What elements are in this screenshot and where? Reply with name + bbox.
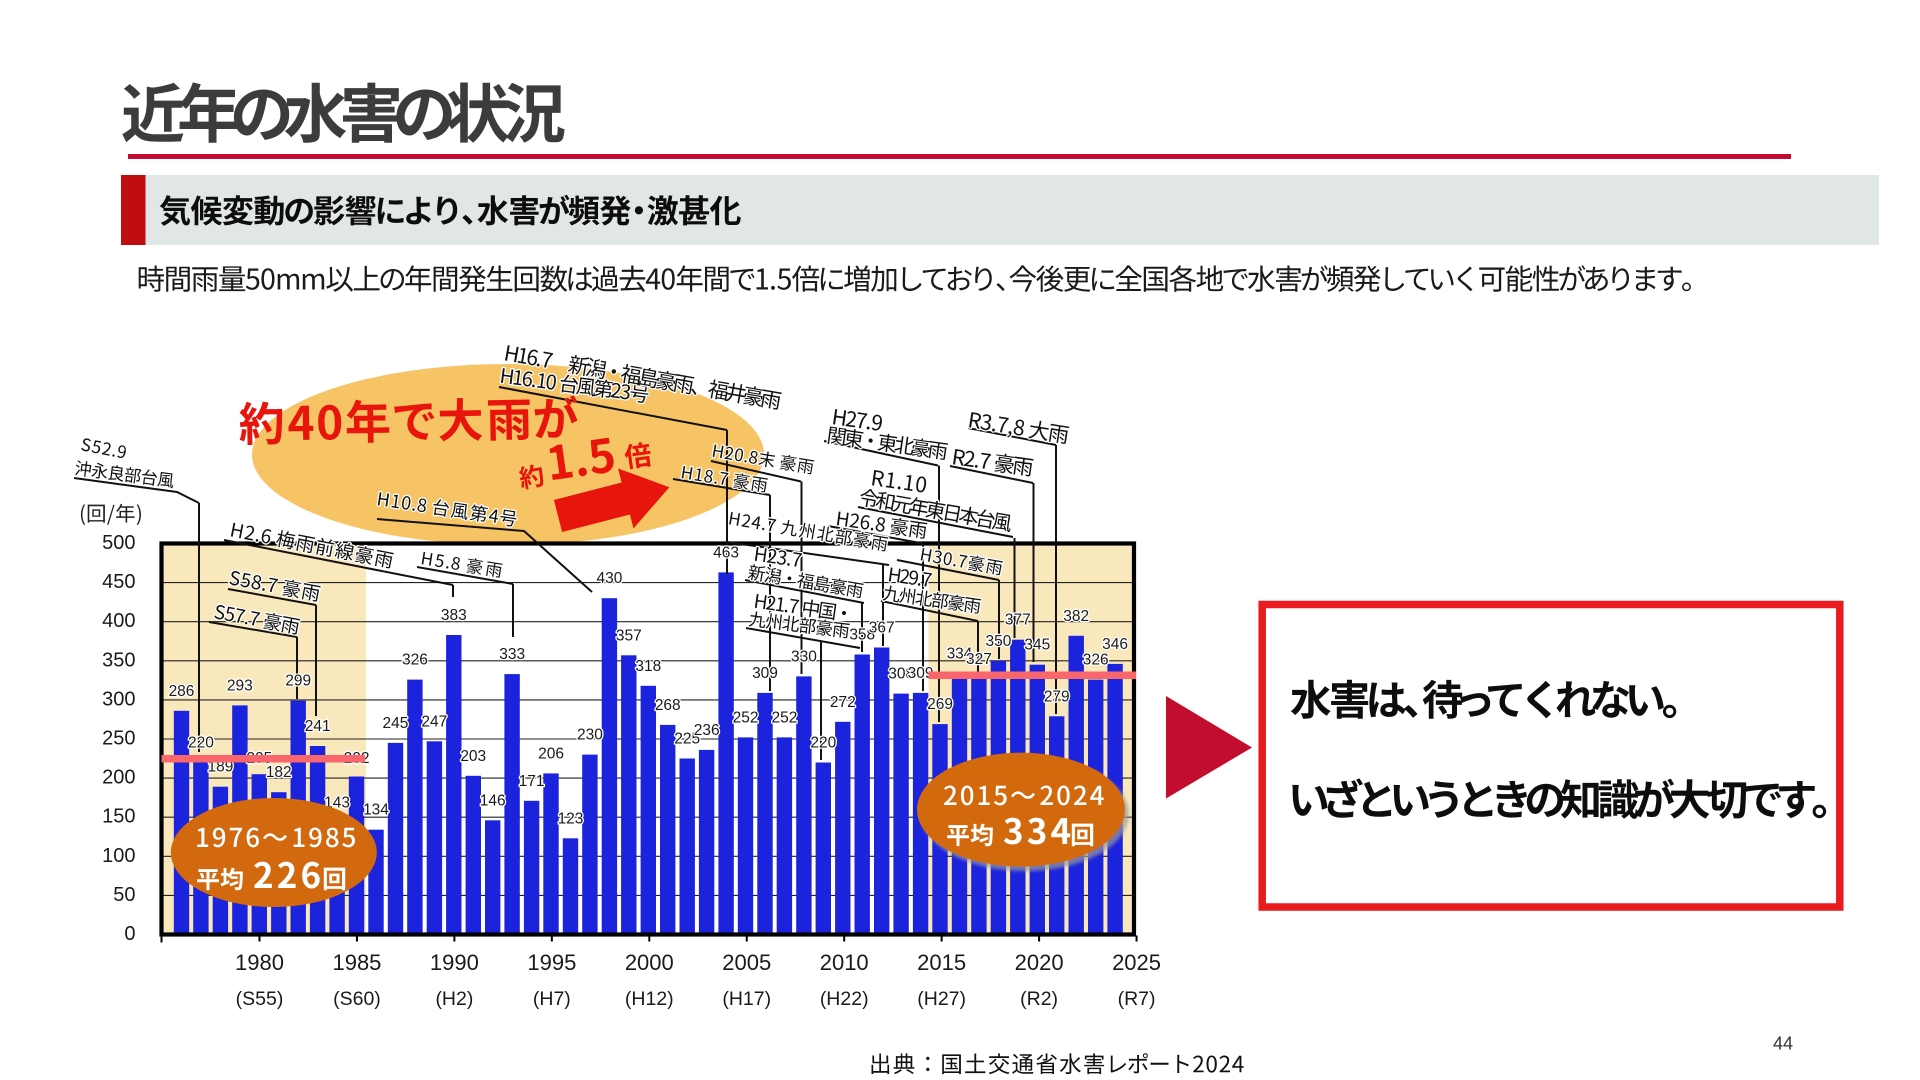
- svg-text:269: 269: [927, 696, 953, 713]
- svg-text:326: 326: [1083, 652, 1109, 669]
- svg-text:2020: 2020: [1015, 950, 1064, 975]
- svg-text:327: 327: [966, 651, 992, 668]
- svg-text:333: 333: [499, 646, 525, 663]
- svg-text:44: 44: [1773, 1034, 1793, 1054]
- svg-text:450: 450: [102, 571, 135, 593]
- svg-text:245: 245: [383, 715, 409, 732]
- svg-text:50: 50: [113, 884, 135, 906]
- svg-text:383: 383: [441, 607, 467, 624]
- svg-text:134: 134: [363, 802, 389, 819]
- svg-text:350: 350: [985, 633, 1011, 650]
- svg-text:(R2): (R2): [1020, 988, 1058, 1010]
- svg-text:377: 377: [1005, 612, 1031, 629]
- svg-text:279: 279: [1044, 688, 1070, 705]
- svg-text:0: 0: [124, 923, 135, 945]
- svg-text:357: 357: [616, 627, 642, 644]
- svg-text:334: 334: [947, 645, 973, 662]
- svg-text:308: 308: [888, 666, 914, 683]
- svg-text:100: 100: [102, 845, 135, 867]
- svg-text:(S60): (S60): [333, 988, 381, 1010]
- svg-text:330: 330: [791, 648, 817, 665]
- svg-text:2025: 2025: [1112, 950, 1161, 975]
- svg-text:252: 252: [772, 709, 798, 726]
- svg-text:171: 171: [519, 773, 545, 790]
- svg-text:367: 367: [869, 620, 895, 637]
- svg-text:220: 220: [188, 734, 214, 751]
- svg-text:2015: 2015: [917, 950, 966, 975]
- svg-text:346: 346: [1102, 636, 1128, 653]
- svg-text:(H2): (H2): [435, 988, 473, 1010]
- svg-text:225: 225: [674, 731, 700, 748]
- svg-text:1990: 1990: [430, 950, 479, 975]
- svg-text:2005: 2005: [722, 950, 771, 975]
- svg-text:203: 203: [460, 748, 486, 765]
- svg-text:300: 300: [102, 688, 135, 710]
- svg-text:309: 309: [908, 665, 934, 682]
- svg-text:(H22): (H22): [820, 988, 869, 1010]
- svg-text:1985: 1985: [332, 950, 381, 975]
- svg-text:358: 358: [849, 627, 875, 644]
- svg-text:150: 150: [102, 806, 135, 828]
- svg-text:123: 123: [558, 810, 584, 827]
- svg-text:252: 252: [733, 709, 759, 726]
- svg-text:230: 230: [577, 727, 603, 744]
- svg-text:241: 241: [305, 718, 331, 735]
- svg-text:(H17): (H17): [722, 988, 771, 1010]
- svg-text:220: 220: [810, 734, 836, 751]
- svg-text:400: 400: [102, 610, 135, 632]
- svg-text:286: 286: [169, 683, 195, 700]
- svg-text:350: 350: [102, 649, 135, 671]
- svg-text:268: 268: [655, 697, 681, 714]
- svg-text:272: 272: [830, 694, 856, 711]
- svg-text:1995: 1995: [527, 950, 576, 975]
- svg-text:(H12): (H12): [625, 988, 674, 1010]
- svg-text:200: 200: [102, 767, 135, 789]
- svg-text:236: 236: [694, 722, 720, 739]
- svg-text:(S55): (S55): [236, 988, 284, 1010]
- svg-text:(H7): (H7): [533, 988, 571, 1010]
- svg-text:299: 299: [285, 673, 311, 690]
- svg-text:146: 146: [480, 792, 506, 809]
- svg-text:182: 182: [266, 764, 292, 781]
- svg-text:318: 318: [635, 658, 661, 675]
- svg-text:250: 250: [102, 728, 135, 750]
- svg-text:(R7): (R7): [1118, 988, 1156, 1010]
- svg-text:(H27): (H27): [917, 988, 966, 1010]
- svg-text:382: 382: [1063, 608, 1089, 625]
- svg-text:247: 247: [421, 713, 447, 730]
- svg-text:326: 326: [402, 652, 428, 669]
- svg-text:500: 500: [102, 532, 135, 554]
- svg-text:463: 463: [713, 544, 739, 561]
- svg-text:293: 293: [227, 677, 253, 694]
- svg-text:2010: 2010: [820, 950, 869, 975]
- svg-text:345: 345: [1024, 637, 1050, 654]
- svg-text:206: 206: [538, 745, 564, 762]
- svg-text:430: 430: [596, 570, 622, 587]
- svg-text:2000: 2000: [625, 950, 674, 975]
- svg-text:1980: 1980: [235, 950, 284, 975]
- svg-text:309: 309: [752, 665, 778, 682]
